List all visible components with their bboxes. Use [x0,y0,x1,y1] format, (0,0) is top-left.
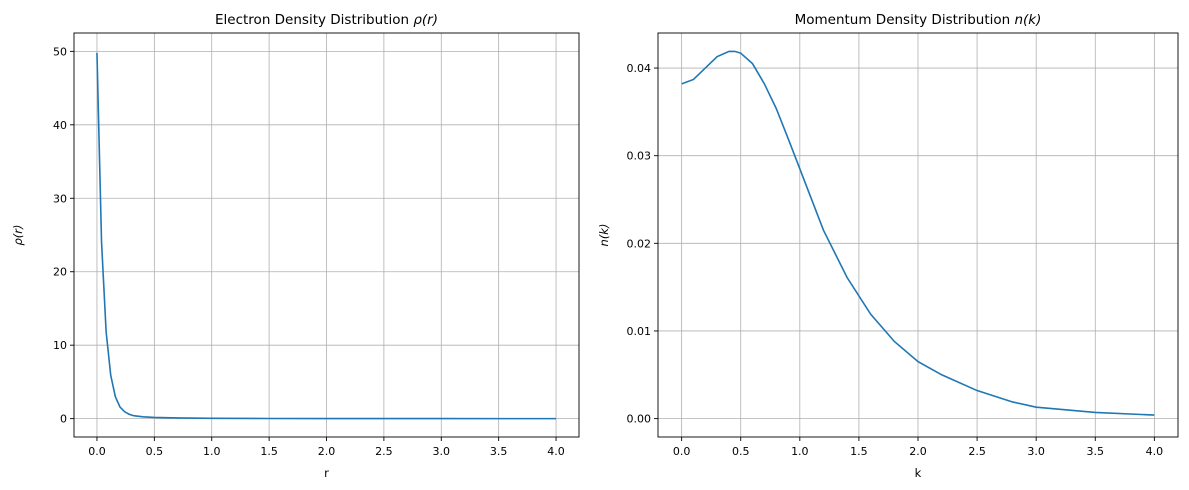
electron-density-chart: 0.0 0.5 1.0 1.5 2.0 2.5 3.0 3.5 4.0 01020304050 … [11,12,580,480]
chart-title: Electron Density Distribution ρ(r) [215,12,438,28]
x-tick-label: 1.5 [850,445,868,458]
momentum-density-chart: 0.0 0.5 1.0 1.5 2.0 2.5 3.0 3.5 4.0 0.00 0.01 0.02… [597,12,1179,480]
x-tick-label: 3.5 [1087,445,1105,458]
series-line [681,50,1155,416]
y-axis-ticks: 0.00 0.01 0.02 0.03 0.04 [627,62,658,426]
y-tick-label: 0.04 [627,62,652,75]
y-tick-label: 0 [60,413,67,426]
y-tick-label: 0.00 [627,413,652,426]
x-tick-label: 0.5 [146,445,164,458]
y-axis-ticks: 0 10 20 30 40 50 [53,45,74,426]
x-tick-label: 0.0 [88,445,106,458]
series-line [96,52,557,420]
chart-title-text: Electron Density Distribution [215,12,409,28]
x-tick-label: 2.0 [909,445,927,458]
x-tick-label: 0.5 [732,445,750,458]
grid [74,33,579,437]
x-tick-label: 3.0 [1027,445,1045,458]
y-axis-label: ρ(r) [11,224,25,245]
y-tick-label: 0.01 [627,325,652,338]
chart-title-text: Momentum Density Distribution [795,12,1011,28]
x-tick-label: 3.5 [490,445,508,458]
x-axis-ticks: 0.0 0.5 1.0 1.5 2.0 2.5 3.0 3.5 4.0 [88,437,565,458]
x-tick-label: 1.0 [203,445,221,458]
x-tick-label: 1.5 [260,445,278,458]
chart-title: Momentum Density Distribution n(k) [795,12,1042,28]
x-axis-label: k [915,466,922,480]
x-tick-label: 2.0 [318,445,336,458]
x-axis-label: r [324,466,329,480]
y-tick-label: 0.03 [627,150,652,163]
y-tick-label: 0.02 [627,237,652,250]
chart-title-math: n(k) [1014,12,1041,28]
x-tick-label: 2.5 [375,445,393,458]
x-axis-ticks: 0.0 0.5 1.0 1.5 2.0 2.5 3.0 3.5 4.0 [673,437,1163,458]
grid [658,33,1178,437]
chart-title-math: ρ(r) [413,12,438,28]
y-axis-label: n(k) [597,224,611,247]
y-tick-label: 30 [53,192,67,205]
y-tick-label: 40 [53,119,67,132]
x-tick-label: 3.0 [433,445,451,458]
x-tick-label: 4.0 [1146,445,1164,458]
x-tick-label: 1.0 [791,445,809,458]
y-tick-label: 10 [53,339,67,352]
y-tick-label: 20 [53,266,67,279]
x-tick-label: 0.0 [673,445,691,458]
x-tick-label: 2.5 [968,445,986,458]
x-tick-label: 4.0 [547,445,565,458]
y-tick-label: 50 [53,45,67,58]
